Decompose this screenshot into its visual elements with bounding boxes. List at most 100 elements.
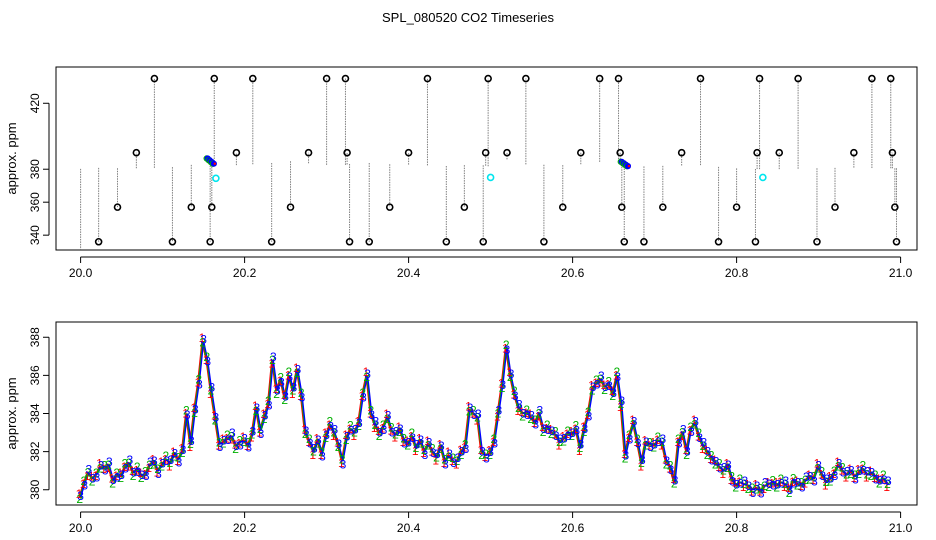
series-1-marker: 1 xyxy=(764,475,771,489)
series-1-marker: 1 xyxy=(801,476,808,490)
series-3-marker: 3 xyxy=(561,431,568,445)
series-3-marker: 3 xyxy=(582,422,589,436)
series-2-marker: 2 xyxy=(445,450,452,464)
series-2-marker: 2 xyxy=(142,464,149,478)
series-1-marker: 1 xyxy=(178,441,185,455)
series-3-marker: 3 xyxy=(262,409,269,423)
series-2-marker: 2 xyxy=(618,397,625,411)
series-3-marker: 3 xyxy=(331,422,338,436)
series-3-marker: 3 xyxy=(344,430,351,444)
series-3-marker: 3 xyxy=(110,473,117,487)
series-1-marker: 1 xyxy=(359,389,366,403)
series-2-marker: 2 xyxy=(134,460,141,474)
series-1-marker: 1 xyxy=(219,432,226,446)
bottom-panel: approx. ppm 1111111111111111111111111111… xyxy=(4,321,918,535)
series-3-marker: 3 xyxy=(77,489,84,503)
series-3-marker: 3 xyxy=(237,438,244,452)
series-1-marker: 1 xyxy=(141,468,148,482)
series-3-marker: 3 xyxy=(143,469,150,483)
series-2-marker: 2 xyxy=(294,366,301,380)
series-3-marker: 3 xyxy=(135,465,142,479)
series-2-marker: 2 xyxy=(532,413,539,427)
series-2-marker: 2 xyxy=(794,479,801,493)
bottom-x-tick-label: 20.0 xyxy=(69,521,93,535)
series-3-marker: 3 xyxy=(352,422,359,436)
series-3-marker: 3 xyxy=(147,455,154,469)
series-1-marker: 1 xyxy=(252,399,259,413)
outlier-marker xyxy=(714,237,723,246)
series-1-marker: 1 xyxy=(539,420,546,434)
series-1-marker: 1 xyxy=(736,475,743,489)
series-3-marker: 3 xyxy=(869,466,876,480)
series-2-marker: 2 xyxy=(872,468,879,482)
series-2-marker: 2 xyxy=(208,384,215,398)
series-3-marker: 3 xyxy=(274,384,281,398)
series-1-marker: 1 xyxy=(740,480,747,494)
series-1-marker: 1 xyxy=(277,374,284,388)
series-3-marker: 3 xyxy=(217,440,224,454)
series-2-marker: 2 xyxy=(671,477,678,491)
series-1-marker: 1 xyxy=(633,435,640,449)
top-x-tick-label: 20.6 xyxy=(561,266,585,280)
series-3-marker: 3 xyxy=(860,463,867,477)
series-3-marker: 3 xyxy=(819,469,826,483)
series-1-marker: 1 xyxy=(104,461,111,475)
top-y-tick-label: 420 xyxy=(28,93,42,113)
series-2-marker: 2 xyxy=(400,432,407,446)
series-2-marker: 2 xyxy=(187,437,194,451)
series-3-marker: 3 xyxy=(873,473,880,487)
series-3-marker: 3 xyxy=(172,447,179,461)
baseline-marker-1 xyxy=(213,162,217,165)
outlier-marker xyxy=(595,74,604,83)
series-2-marker: 2 xyxy=(183,403,190,417)
series-1-marker: 1 xyxy=(326,418,333,432)
outlier-marker xyxy=(460,203,469,211)
series-3-marker: 3 xyxy=(139,468,146,482)
series-2-marker: 2 xyxy=(568,429,575,443)
series-3-marker: 3 xyxy=(586,410,593,424)
series-3-marker: 3 xyxy=(372,415,379,429)
outlier-marker xyxy=(210,74,219,83)
series-1-marker: 1 xyxy=(412,444,419,458)
series-3-marker: 3 xyxy=(774,477,781,491)
bottom-series-markers: 1111111111111111111111111111111111111111… xyxy=(76,331,892,506)
series-1-marker: 1 xyxy=(810,473,817,487)
series-2-marker: 2 xyxy=(179,446,186,460)
series-1-marker: 1 xyxy=(502,341,509,355)
series-2-marker: 2 xyxy=(491,432,498,446)
series-2-marker: 2 xyxy=(560,434,567,448)
series-2-marker: 2 xyxy=(310,445,317,459)
series-3-marker: 3 xyxy=(184,408,191,422)
series-3-marker: 3 xyxy=(787,483,794,497)
series-3-marker: 3 xyxy=(758,486,765,500)
series-2-marker: 2 xyxy=(634,432,641,446)
series-3-marker: 3 xyxy=(167,453,174,467)
series-1-marker: 1 xyxy=(682,443,689,457)
series-3-marker: 3 xyxy=(864,464,871,478)
series-1-marker: 1 xyxy=(527,407,534,421)
series-1-marker: 1 xyxy=(568,424,575,438)
series-3-marker: 3 xyxy=(405,435,412,449)
series-2-marker: 2 xyxy=(552,424,559,438)
series-1-marker: 1 xyxy=(400,435,407,449)
top-plot-frame xyxy=(55,66,918,251)
series-3-marker: 3 xyxy=(545,423,552,437)
outlier-marker xyxy=(132,148,141,157)
series-1-marker: 1 xyxy=(793,474,800,488)
series-1-marker: 1 xyxy=(334,435,341,449)
series-3-marker: 3 xyxy=(258,427,265,441)
top-outlier-markers xyxy=(94,74,901,246)
series-2-marker: 2 xyxy=(700,439,707,453)
series-3-marker: 3 xyxy=(364,367,371,381)
outlier-marker xyxy=(206,237,214,246)
series-1-marker: 1 xyxy=(826,470,833,484)
series-2-marker: 2 xyxy=(769,474,776,488)
series-1-marker: 1 xyxy=(805,468,812,482)
series-2-marker: 2 xyxy=(281,393,288,407)
series-3-marker: 3 xyxy=(311,441,318,455)
series-1-marker: 1 xyxy=(203,353,210,367)
series-2-marker: 2 xyxy=(753,482,760,496)
series-3-marker: 3 xyxy=(422,448,429,462)
series-1-marker: 1 xyxy=(822,478,829,492)
series-2-marker: 2 xyxy=(564,424,571,438)
